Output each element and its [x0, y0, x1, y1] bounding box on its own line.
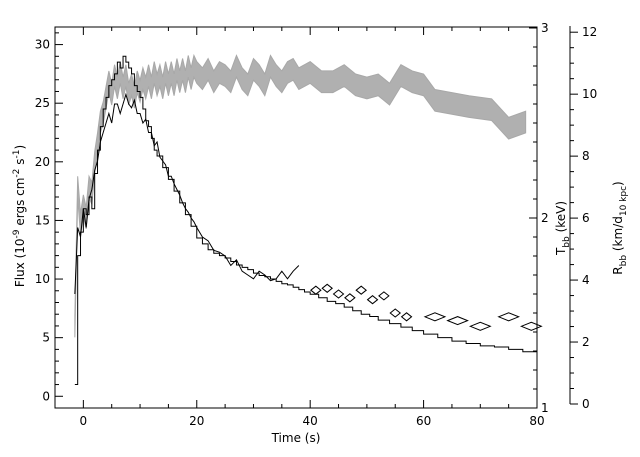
y-axis-label-temperature: Tbb (keV) — [554, 201, 572, 256]
temperature-diamond — [332, 289, 345, 299]
radius-tick-label: 0 — [582, 397, 590, 411]
radius-band — [74, 53, 527, 338]
flux-tick-label: 25 — [35, 96, 50, 110]
radius-tick-label: 2 — [582, 335, 590, 349]
y-axis-label-flux: Flux (10-9 ergs cm-2 s-1) — [12, 145, 27, 287]
flux-tick-label: 30 — [35, 38, 50, 52]
flux-tick-label: 5 — [42, 331, 50, 345]
radius-tick-label: 6 — [582, 211, 590, 225]
temperature-diamond — [446, 316, 469, 326]
x-tick-label: 80 — [529, 414, 544, 428]
temperature-diamond — [378, 291, 390, 301]
temperature-diamond — [519, 321, 543, 331]
temperature-diamond — [355, 285, 368, 295]
temperature-diamond — [423, 312, 447, 322]
x-tick-label: 0 — [80, 414, 88, 428]
radius-tick-label: 10 — [582, 87, 597, 101]
temperature-tick-label: 1 — [541, 401, 549, 415]
x-tick-label: 20 — [189, 414, 204, 428]
temperature-diamond — [389, 308, 402, 318]
y-axis-label-radius: Rbb (km/d10 kpc) — [611, 181, 629, 274]
radius-tick-label: 12 — [582, 25, 597, 39]
temperature-tick-label: 3 — [541, 21, 549, 35]
temperature-diamond — [400, 312, 413, 322]
plot-layer — [74, 53, 543, 386]
x-axis-label: Time (s) — [271, 431, 321, 445]
flux-step-line — [74, 55, 538, 386]
temperature-diamond — [344, 293, 356, 303]
temperature-diamond — [366, 295, 379, 305]
x-tick-label: 40 — [303, 414, 318, 428]
flux-tick-label: 10 — [35, 272, 50, 286]
radius-tick-label: 8 — [582, 149, 590, 163]
temperature-tick-label: 2 — [541, 211, 549, 225]
x-tick-label: 60 — [416, 414, 431, 428]
temperature-line — [74, 92, 300, 295]
flux-tick-label: 0 — [42, 389, 50, 403]
temperature-diamond — [468, 321, 492, 331]
flux-tick-label: 20 — [35, 155, 50, 169]
temperature-diamond — [310, 285, 322, 295]
radius-tick-label: 4 — [582, 273, 590, 287]
flux-tick-label: 15 — [35, 213, 50, 227]
temperature-diamond — [497, 312, 520, 322]
temperature-diamond — [321, 283, 333, 293]
